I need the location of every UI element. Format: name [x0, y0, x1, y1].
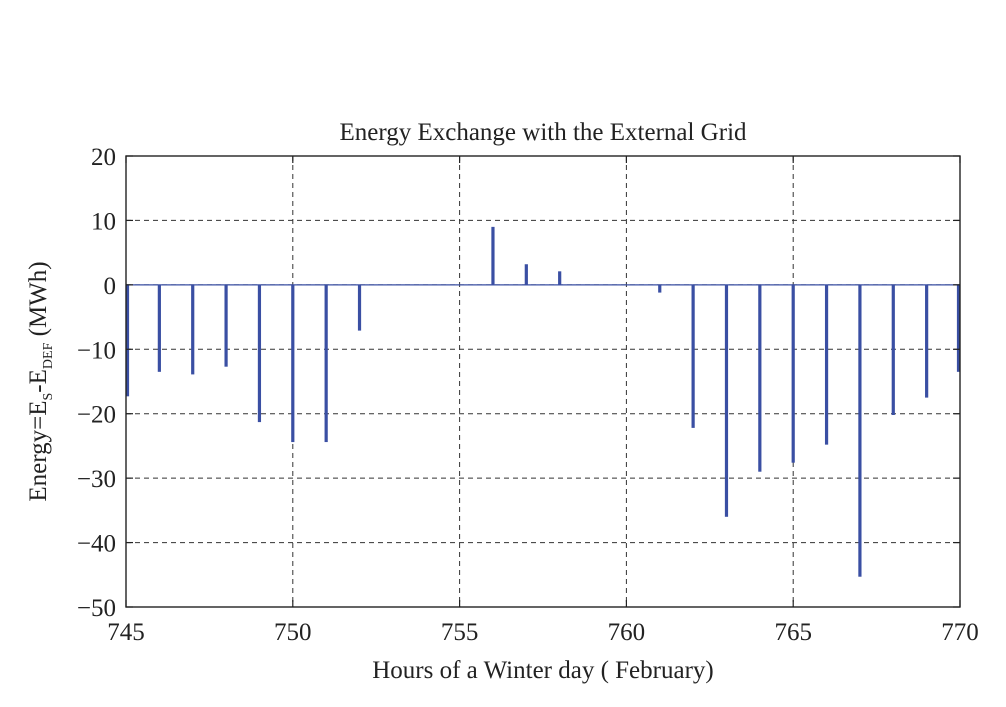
bar	[724, 284, 729, 517]
chart-title: Energy Exchange with the External Grid	[339, 119, 747, 146]
bar	[558, 271, 562, 285]
y-tick-label: 10	[91, 208, 116, 235]
bar	[191, 284, 195, 375]
bar	[157, 284, 161, 372]
bar	[758, 284, 762, 472]
y-tick-label: −30	[77, 466, 116, 493]
bar	[791, 284, 795, 463]
bar	[125, 284, 130, 397]
x-tick-label: 755	[441, 619, 479, 646]
y-tick-label: 20	[91, 144, 116, 171]
bar	[858, 284, 862, 577]
x-tick-label: 765	[774, 619, 812, 646]
bar	[956, 284, 961, 372]
y-label-sub2: DEF	[41, 342, 56, 369]
bar	[491, 226, 495, 285]
x-tick-label: 760	[608, 619, 646, 646]
y-tick-label: −50	[77, 595, 116, 622]
bar	[291, 284, 295, 443]
grid	[125, 155, 961, 608]
bar	[925, 284, 929, 398]
bar	[257, 284, 262, 423]
y-label-sub1: S	[41, 393, 56, 401]
bar	[324, 284, 328, 443]
x-tick-label: 750	[274, 619, 312, 646]
y-tick-label: −10	[77, 337, 116, 364]
bar	[357, 284, 362, 331]
bar	[824, 284, 829, 445]
bar	[658, 284, 662, 293]
bars	[125, 226, 961, 577]
y-tick-label: −40	[77, 531, 116, 558]
bar	[224, 284, 228, 367]
bar	[524, 264, 528, 285]
y-label-mid: -E	[25, 369, 52, 393]
y-label-suffix: (MWh)	[25, 261, 52, 342]
x-tick-label: 770	[941, 619, 979, 646]
y-tick-label: 0	[104, 273, 117, 300]
y-label-prefix: Energy=E	[25, 400, 52, 501]
ticks: 745 750 755 760 765 770 20 10 0 −10 −20 −30 −40 −50	[77, 144, 979, 646]
bar	[691, 284, 695, 428]
bar	[891, 284, 895, 416]
x-tick-label: 745	[107, 619, 145, 646]
plot-area	[125, 155, 961, 608]
x-axis-label: Hours of a Winter day ( February)	[372, 657, 713, 684]
y-tick-label: −20	[77, 402, 116, 429]
y-axis-label: Energy=ES-EDEF (MWh)	[25, 261, 56, 501]
